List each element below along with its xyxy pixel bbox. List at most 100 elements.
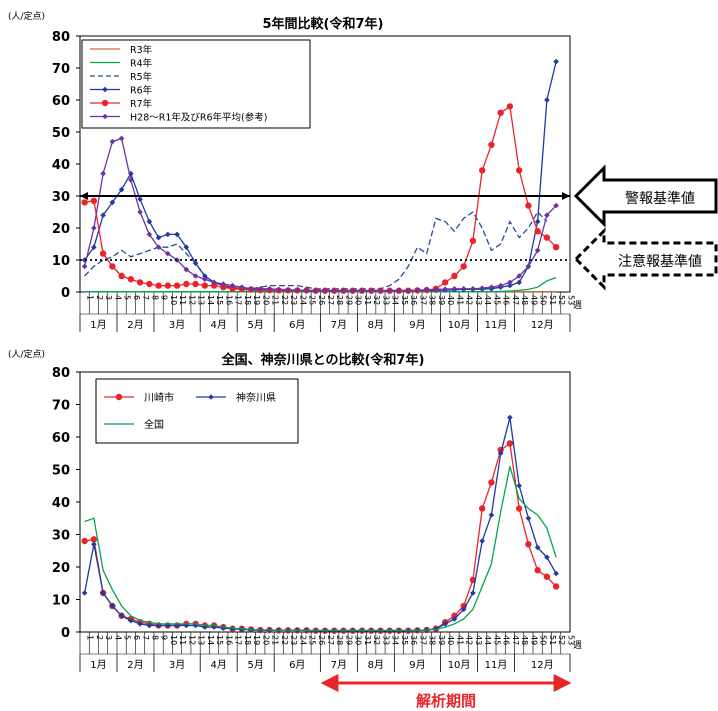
week-tick-label: 33 [381, 295, 390, 305]
series-1 [81, 414, 559, 634]
data-point [81, 199, 88, 206]
data-point [552, 583, 560, 590]
data-point [544, 97, 550, 103]
data-point [405, 287, 412, 294]
y-tick-label: 50 [52, 464, 70, 479]
data-point [507, 414, 513, 421]
data-point [275, 286, 282, 293]
week-tick-label: 35 [400, 295, 409, 305]
week-tick-label: 38 [428, 295, 437, 305]
week-tick-label: 9 [160, 635, 169, 640]
month-label: 3月 [169, 319, 185, 331]
data-point [109, 603, 116, 609]
data-point [534, 247, 541, 254]
week-tick-label: 11 [178, 635, 187, 645]
week-tick-label: 37 [418, 295, 427, 305]
month-label: 5月 [247, 319, 263, 331]
week-tick-label: 10 [169, 635, 178, 645]
data-point [525, 541, 532, 548]
week-tick-label: 32 [372, 635, 381, 645]
data-point [155, 244, 162, 250]
data-point [266, 286, 273, 292]
month-label: 12月 [531, 319, 554, 331]
data-point [433, 286, 439, 293]
week-tick-label: 14 [206, 635, 215, 645]
week-tick-label: 51 [548, 635, 557, 645]
month-label: 2月 [127, 319, 143, 331]
data-point [128, 617, 134, 624]
y-tick-label: 30 [52, 529, 70, 544]
data-point [100, 170, 106, 177]
month-label: 10月 [448, 319, 471, 331]
week-tick-label: 36 [409, 295, 418, 305]
data-point [478, 505, 486, 512]
data-point [497, 282, 504, 289]
data-point [470, 590, 476, 596]
data-point [91, 541, 97, 548]
week-tick-label: 52 [557, 635, 566, 645]
chart1-series [81, 58, 560, 294]
data-point [81, 263, 88, 270]
y-tick-label: 40 [52, 496, 70, 511]
data-point [164, 282, 172, 289]
data-point [146, 218, 153, 225]
week-tick-label: 12 [187, 635, 196, 645]
data-point [552, 244, 560, 251]
legend-box [81, 39, 311, 129]
data-point [488, 512, 495, 518]
series-line [84, 442, 557, 632]
month-label: 4月 [210, 659, 226, 671]
y-tick-label: 40 [52, 158, 70, 173]
data-point [128, 177, 134, 183]
week-tick-label: 41 [455, 635, 464, 645]
week-tick-label: 42 [465, 295, 474, 305]
data-point [423, 286, 430, 293]
data-point [173, 282, 181, 289]
data-point [543, 234, 551, 241]
week-tick-label: 28 [335, 635, 344, 645]
data-point [211, 279, 217, 286]
week-tick-label: 13 [197, 295, 206, 305]
week-tick-label: 18 [243, 635, 252, 645]
data-point [137, 621, 143, 627]
alarm-callout-label: 警報基準値 [625, 190, 695, 207]
data-point [91, 244, 97, 250]
data-point [525, 263, 532, 270]
data-point [155, 282, 162, 289]
data-point [553, 202, 559, 209]
data-point [285, 286, 291, 293]
legend-marker [102, 113, 108, 120]
alarm-arrowhead-right [562, 192, 570, 200]
data-point [210, 282, 218, 289]
week-tick-label: 28 [335, 295, 344, 305]
data-point [109, 199, 116, 206]
data-point [100, 212, 106, 218]
data-point [174, 231, 180, 238]
series-1 [84, 276, 557, 293]
data-point [479, 538, 485, 544]
week-tick-label: 25 [308, 295, 317, 305]
data-point [349, 287, 356, 294]
week-tick-label: 43 [474, 635, 483, 645]
month-label: 7月 [331, 319, 347, 331]
week-tick-label: 9 [160, 295, 169, 300]
week-tick-label: 45 [492, 295, 501, 305]
data-point [137, 196, 143, 202]
month-label: 11月 [485, 319, 508, 331]
series-line [84, 210, 548, 290]
data-point [118, 612, 125, 619]
legend-marker [115, 393, 123, 401]
data-point [451, 272, 458, 280]
week-tick-label: 26 [317, 295, 326, 305]
week-tick-label: 1 [86, 295, 95, 300]
month-label: 11月 [485, 659, 508, 671]
week-tick-label: 30 [354, 635, 363, 645]
data-point [109, 263, 116, 270]
week-tick-label: 27 [326, 635, 335, 645]
data-point [220, 281, 227, 287]
data-point [497, 450, 504, 457]
